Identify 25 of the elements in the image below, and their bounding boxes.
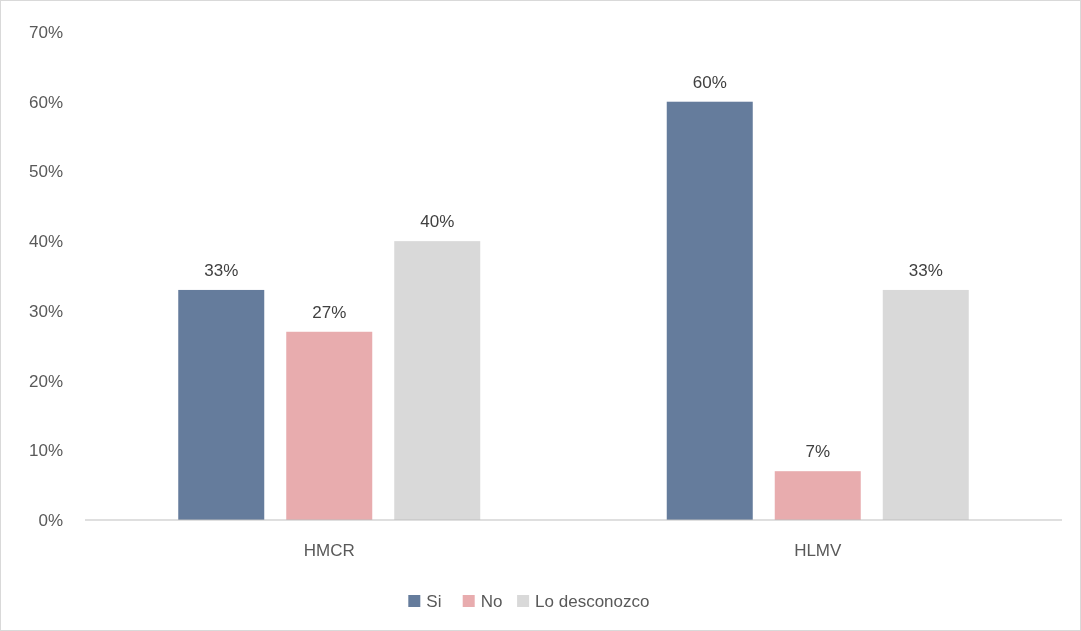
y-tick-label: 50% bbox=[28, 162, 63, 182]
bar bbox=[774, 471, 861, 520]
data-label: 33% bbox=[204, 260, 239, 280]
bar bbox=[882, 289, 969, 520]
y-tick-label: 10% bbox=[28, 441, 63, 461]
bar bbox=[666, 101, 753, 520]
y-tick-label: 40% bbox=[28, 232, 63, 252]
y-tick-label: 70% bbox=[28, 22, 63, 42]
data-label: 40% bbox=[420, 212, 455, 232]
y-tick-label: 0% bbox=[38, 510, 63, 530]
legend-label: Si bbox=[426, 591, 442, 611]
data-label: 27% bbox=[312, 302, 347, 322]
y-tick-label: 20% bbox=[28, 371, 63, 391]
x-tick-label: HMCR bbox=[303, 541, 355, 560]
legend-label: No bbox=[480, 591, 503, 611]
y-tick-label: 30% bbox=[28, 301, 63, 321]
y-tick-label: 60% bbox=[28, 92, 63, 112]
data-label: 33% bbox=[908, 260, 943, 280]
legend-label: Lo desconozco bbox=[535, 591, 650, 611]
data-label: 60% bbox=[692, 72, 727, 92]
data-label: 7% bbox=[805, 442, 831, 462]
bar bbox=[178, 289, 265, 520]
bar bbox=[394, 241, 481, 520]
x-tick-label: HLMV bbox=[794, 541, 843, 560]
bar bbox=[286, 331, 373, 520]
